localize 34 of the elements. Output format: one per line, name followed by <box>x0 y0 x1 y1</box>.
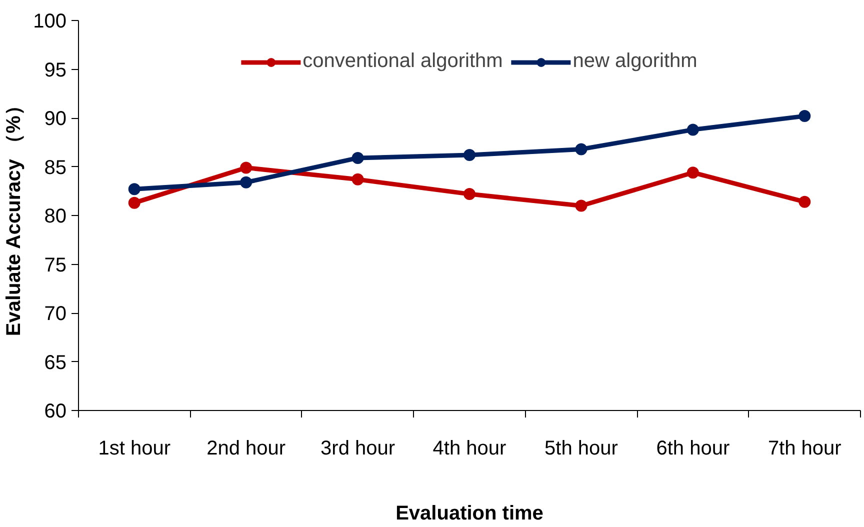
x-tick-label: 4th hour <box>432 438 507 460</box>
point <box>686 124 699 136</box>
legend-label: new algorithm <box>572 50 698 73</box>
y-tick-label: 100 <box>33 10 67 32</box>
point <box>352 173 364 186</box>
point <box>686 166 699 179</box>
x-tick-label: 1st hour <box>98 438 171 460</box>
point <box>575 200 588 212</box>
x-tick-label: 7th hour <box>768 438 842 460</box>
y-tick-label: 95 <box>44 59 67 82</box>
x-tick-label: 6th hour <box>656 438 730 460</box>
point <box>464 188 476 200</box>
y-axis-title: Evaluate Accuracy （%） <box>3 96 26 336</box>
y-tick-label: 80 <box>44 206 67 228</box>
point <box>240 162 252 174</box>
point <box>575 143 588 156</box>
y-tick-label: 90 <box>44 108 67 130</box>
point <box>128 196 140 209</box>
point <box>240 176 252 188</box>
x-axis-title: Evaluation time <box>396 502 544 524</box>
x-tick-label: 3rd hour <box>320 438 396 460</box>
x-tick-label: 2nd hour <box>206 438 286 460</box>
y-tick-label: 85 <box>44 156 67 179</box>
point <box>352 152 364 164</box>
point <box>798 196 811 208</box>
point <box>464 149 476 162</box>
point <box>128 183 140 196</box>
legend-label: conventional algorithm <box>302 50 503 73</box>
y-tick-label: 60 <box>44 400 67 422</box>
point <box>798 110 811 122</box>
y-tick-label: 70 <box>44 303 67 325</box>
y-tick-label: 75 <box>44 254 67 276</box>
x-tick-label: 5th hour <box>544 438 618 460</box>
y-tick-label: 65 <box>44 352 67 374</box>
